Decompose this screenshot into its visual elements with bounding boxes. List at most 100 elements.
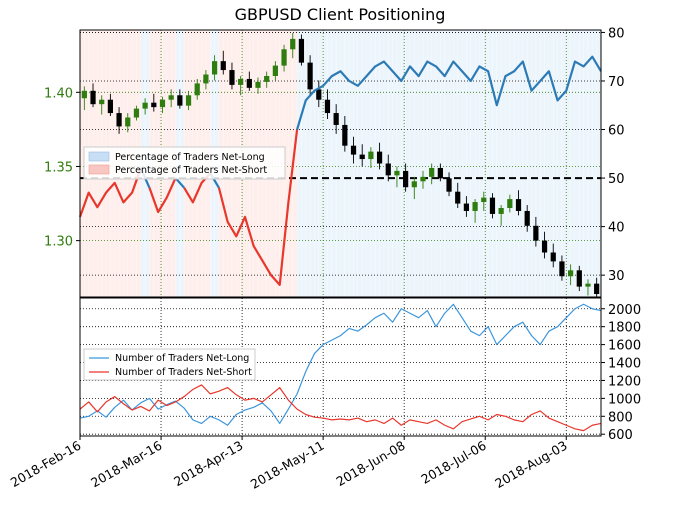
x-tick-label: 2018-Mar-16 bbox=[88, 438, 164, 491]
candle-body bbox=[550, 252, 556, 262]
left-tick-label: 1.40 bbox=[44, 86, 73, 101]
right-tick-label: 80 bbox=[608, 26, 625, 41]
candle-body bbox=[507, 199, 513, 208]
left-tick-label: 1.35 bbox=[44, 160, 73, 175]
legend-label-count-short: Number of Traders Net-Short bbox=[115, 367, 252, 378]
candle-body bbox=[246, 78, 252, 88]
candle-body bbox=[498, 208, 504, 214]
chart-title: GBPUSD Client Positioning bbox=[235, 5, 446, 24]
candle-body bbox=[272, 65, 278, 76]
candle-body bbox=[211, 61, 218, 75]
top-panel-frame bbox=[79, 29, 602, 298]
candle-body bbox=[255, 81, 261, 88]
candle-body bbox=[533, 225, 539, 241]
legend-label-net-long: Percentage of Traders Net-Long bbox=[115, 152, 265, 163]
net-short-percent-line bbox=[148, 177, 177, 214]
candle-body bbox=[463, 203, 470, 211]
x-tick-label: 2018-Feb-16 bbox=[8, 438, 84, 490]
x-tick-label: 2018-May-11 bbox=[248, 438, 327, 492]
candle-body bbox=[585, 283, 591, 287]
candle-body bbox=[281, 49, 287, 66]
candle-body bbox=[177, 95, 183, 106]
bottom-panel-frame bbox=[79, 297, 602, 437]
bottom-right-tick-label: 1200 bbox=[608, 374, 641, 389]
candle-body bbox=[368, 151, 374, 160]
candle-body bbox=[559, 261, 565, 277]
candle-body bbox=[394, 170, 400, 176]
bottom-panel-marks bbox=[79, 303, 602, 432]
net-short-percent-line bbox=[78, 167, 142, 218]
candle-body bbox=[298, 38, 305, 63]
right-tick-label: 50 bbox=[608, 172, 625, 187]
candle-body bbox=[116, 113, 122, 127]
x-tick-label: 2018-Jun-08 bbox=[334, 438, 408, 489]
candle-body bbox=[99, 99, 105, 105]
candle-body bbox=[316, 89, 322, 100]
candle-body bbox=[151, 102, 157, 108]
candle-body bbox=[159, 99, 166, 108]
right-tick-label: 60 bbox=[608, 124, 625, 139]
candle-body bbox=[403, 170, 409, 188]
candle-body bbox=[264, 75, 270, 82]
candle-body bbox=[524, 210, 530, 226]
candle-body bbox=[359, 154, 365, 160]
candle-body bbox=[489, 197, 496, 214]
bottom-right-tick-label: 1800 bbox=[608, 321, 641, 336]
candle-body bbox=[576, 270, 582, 287]
right-tick-label: 40 bbox=[608, 221, 625, 236]
legend-top: Percentage of Traders Net-Long Percentag… bbox=[83, 146, 286, 180]
candle-body bbox=[107, 99, 113, 114]
candle-body bbox=[324, 99, 331, 114]
candle-body bbox=[594, 283, 600, 295]
bottom-right-tick-label: 1400 bbox=[608, 357, 641, 372]
x-tick-label: 2018-Jul-06 bbox=[418, 438, 488, 487]
candle-body bbox=[437, 167, 443, 179]
x-tick-label: 2018-Aug-03 bbox=[492, 438, 570, 491]
bottom-right-tick-label: 1000 bbox=[608, 392, 641, 407]
legend-top-box bbox=[83, 146, 286, 180]
candle-body bbox=[376, 151, 383, 164]
candle-body bbox=[515, 199, 522, 211]
legend-bottom-box bbox=[83, 348, 256, 381]
candle-body bbox=[472, 202, 478, 211]
candle-body bbox=[541, 240, 548, 253]
net-long-percent-line bbox=[296, 55, 602, 130]
legend-bottom: Number of Traders Net-Long Number of Tra… bbox=[83, 348, 256, 381]
x-axis: 2018-Feb-16 2018-Mar-16 2018-Apr-13 2018-Ma… bbox=[8, 436, 570, 492]
candle-body bbox=[229, 70, 235, 85]
candle-body bbox=[307, 62, 313, 90]
candle-body bbox=[420, 176, 426, 182]
candle-body bbox=[125, 117, 131, 127]
candle-body bbox=[342, 124, 348, 146]
candle-body bbox=[385, 163, 391, 176]
candle-body bbox=[455, 191, 461, 204]
left-tick-label: 1.30 bbox=[44, 235, 73, 250]
bottom-right-tick-label: 1600 bbox=[608, 339, 641, 354]
legend-label-net-short: Percentage of Traders Net-Short bbox=[115, 165, 267, 176]
candle-body bbox=[290, 38, 296, 50]
candle-body bbox=[90, 90, 96, 105]
candle-body bbox=[142, 102, 148, 109]
candle-body bbox=[429, 167, 435, 177]
top-panel-marks bbox=[78, 32, 602, 297]
candle-body bbox=[333, 113, 339, 125]
net-long-percent-line bbox=[174, 177, 186, 189]
candle-body bbox=[194, 83, 200, 96]
top-panel-axes: 1.30 1.35 1.40 30 40 50 60 70 80 bbox=[44, 26, 625, 298]
candle-body bbox=[185, 95, 192, 106]
candle-body bbox=[238, 78, 244, 85]
bottom-right-tick-label: 600 bbox=[608, 428, 633, 443]
right-tick-label: 30 bbox=[608, 269, 625, 284]
candle-body bbox=[220, 61, 226, 71]
candle-body bbox=[350, 145, 357, 155]
count-net-short-line bbox=[79, 384, 602, 432]
bottom-panel-axes: 600 800 1000 1200 1400 1600 1800 2000 bbox=[79, 297, 641, 443]
candle-body bbox=[568, 270, 574, 277]
x-tick-label: 2018-Apr-13 bbox=[171, 438, 245, 490]
candle-body bbox=[481, 197, 487, 203]
bottom-right-tick-label: 2000 bbox=[608, 303, 641, 318]
candle-body bbox=[81, 90, 87, 99]
candle-body bbox=[446, 178, 452, 192]
